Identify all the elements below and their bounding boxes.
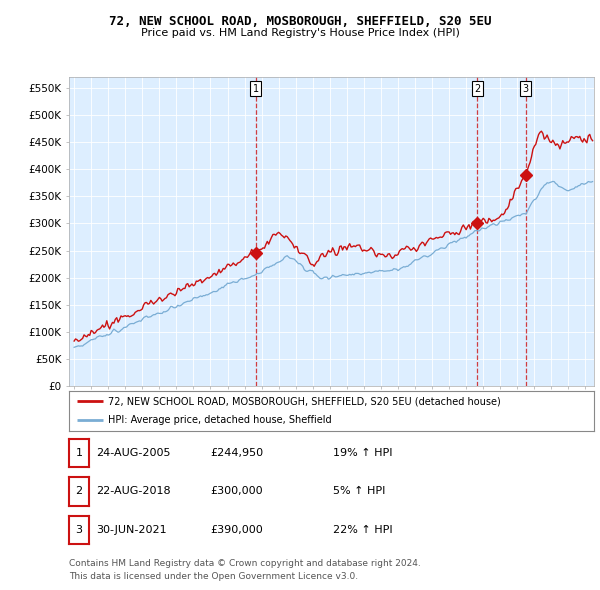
Text: Contains HM Land Registry data © Crown copyright and database right 2024.: Contains HM Land Registry data © Crown c…	[69, 559, 421, 568]
Text: Price paid vs. HM Land Registry's House Price Index (HPI): Price paid vs. HM Land Registry's House …	[140, 28, 460, 38]
Text: £244,950: £244,950	[210, 448, 263, 458]
Text: 72, NEW SCHOOL ROAD, MOSBOROUGH, SHEFFIELD, S20 5EU (detached house): 72, NEW SCHOOL ROAD, MOSBOROUGH, SHEFFIE…	[109, 396, 501, 407]
Text: £300,000: £300,000	[210, 487, 263, 496]
Text: 1: 1	[76, 448, 82, 458]
Text: 1: 1	[253, 84, 259, 94]
Text: 2: 2	[474, 84, 481, 94]
Text: 3: 3	[76, 525, 82, 535]
Text: 22% ↑ HPI: 22% ↑ HPI	[333, 525, 392, 535]
Text: £390,000: £390,000	[210, 525, 263, 535]
Text: 19% ↑ HPI: 19% ↑ HPI	[333, 448, 392, 458]
Text: 3: 3	[523, 84, 529, 94]
Text: HPI: Average price, detached house, Sheffield: HPI: Average price, detached house, Shef…	[109, 415, 332, 425]
Text: This data is licensed under the Open Government Licence v3.0.: This data is licensed under the Open Gov…	[69, 572, 358, 581]
Text: 24-AUG-2005: 24-AUG-2005	[96, 448, 170, 458]
Text: 72, NEW SCHOOL ROAD, MOSBOROUGH, SHEFFIELD, S20 5EU: 72, NEW SCHOOL ROAD, MOSBOROUGH, SHEFFIE…	[109, 15, 491, 28]
Text: 5% ↑ HPI: 5% ↑ HPI	[333, 487, 385, 496]
Text: 30-JUN-2021: 30-JUN-2021	[96, 525, 167, 535]
Text: 2: 2	[76, 487, 82, 496]
Text: 22-AUG-2018: 22-AUG-2018	[96, 487, 170, 496]
